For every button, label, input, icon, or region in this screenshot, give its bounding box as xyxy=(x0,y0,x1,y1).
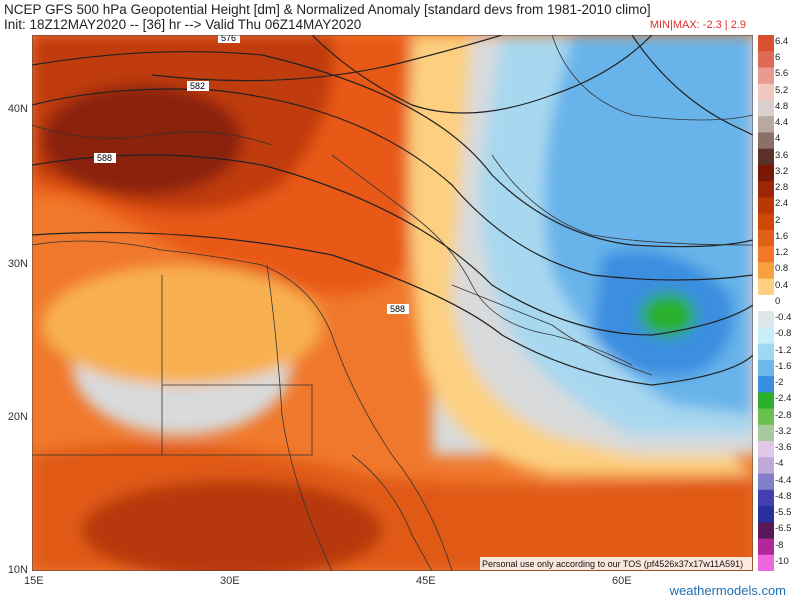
colorbar-label: 4 xyxy=(775,133,781,145)
anomaly-yellow-band xyxy=(408,35,753,475)
contour-label: 576 xyxy=(221,35,236,43)
colorbar-label: 5.2 xyxy=(775,84,789,96)
lon-label: 45E xyxy=(416,575,436,587)
colorbar-swatch xyxy=(758,132,774,150)
colorbar-label: 3.2 xyxy=(775,165,789,177)
colorbar-label: 2.4 xyxy=(775,198,789,210)
colorbar-label: -2.8 xyxy=(775,409,792,421)
colorbar-label: 0.4 xyxy=(775,279,789,291)
colorbar-swatch xyxy=(758,359,774,377)
colorbar-label: 1.2 xyxy=(775,247,789,259)
colorbar-swatch xyxy=(758,506,774,523)
colorbar-swatch xyxy=(758,278,774,296)
anomaly-positive-max-north xyxy=(42,85,242,195)
min-max-readout: MIN|MAX: -2.3 | 2.9 xyxy=(649,19,746,31)
lat-label: 30N xyxy=(7,258,28,270)
lat-label: 20N xyxy=(7,411,28,423)
colorbar-swatch xyxy=(758,213,774,231)
colorbar-swatch xyxy=(758,181,774,198)
colorbar-swatch xyxy=(758,67,774,85)
lon-label: 15E xyxy=(24,575,44,587)
colorbar-label: 4.8 xyxy=(775,100,789,112)
contour-label-group: 576 582 588 588 xyxy=(94,35,409,314)
colorbar-swatch xyxy=(758,229,774,247)
colorbar-swatch xyxy=(758,473,774,491)
usage-notice: Personal use only according to our TOS (… xyxy=(482,559,743,569)
colorbar-label: -5.5 xyxy=(775,507,792,519)
anomaly-positive-max-south xyxy=(82,480,382,571)
colorbar-swatch xyxy=(758,424,774,442)
lat-label: 10N xyxy=(7,564,28,576)
colorbar-label: -1.6 xyxy=(775,360,792,372)
colorbar-label: 0 xyxy=(775,295,781,307)
colorbar-swatch xyxy=(758,522,774,540)
colorbar-swatch xyxy=(758,35,774,52)
colorbar-swatch xyxy=(758,197,774,215)
colorbar-swatch xyxy=(758,246,774,263)
colorbar-swatch xyxy=(758,99,774,117)
colorbar-label: -2.4 xyxy=(775,393,792,405)
colorbar-swatch xyxy=(758,408,774,426)
colorbar-label: -0.8 xyxy=(775,328,792,340)
colorbar-swatch xyxy=(758,343,774,361)
colorbar-label: -4 xyxy=(775,458,784,470)
anomaly-map: 576 582 588 588 Personal use only accord… xyxy=(32,35,753,571)
contour-label: 582 xyxy=(190,81,205,91)
contour-label: 588 xyxy=(390,304,405,314)
colorbar-label: -8 xyxy=(775,539,784,551)
colorbar-label: -10 xyxy=(775,555,789,567)
colorbar-label: -3.2 xyxy=(775,425,792,437)
colorbar-label: -6.5 xyxy=(775,523,792,535)
colorbar-swatch xyxy=(758,376,774,393)
colorbar-label: 2.8 xyxy=(775,182,789,194)
colorbar-swatch xyxy=(758,441,774,458)
colorbar-label: 5.6 xyxy=(775,68,789,80)
colorbar-label: -1.2 xyxy=(775,344,792,356)
colorbar-swatch xyxy=(758,262,774,280)
colorbar-label: 6.4 xyxy=(775,36,789,47)
colorbar-label: -4.4 xyxy=(775,474,792,486)
contour-label: 588 xyxy=(97,153,112,163)
colorbar-label: 1.6 xyxy=(775,230,789,242)
colorbar-swatch xyxy=(758,538,774,556)
colorbar-swatch xyxy=(758,311,774,328)
anomaly-yellow-sahara xyxy=(42,265,322,385)
colorbar-swatch xyxy=(758,392,774,410)
colorbar-swatch xyxy=(758,294,774,312)
anomaly-negative-core xyxy=(640,293,696,337)
height-contours xyxy=(32,35,753,386)
colorbar-label: -2 xyxy=(775,377,784,389)
lon-label: 30E xyxy=(220,575,240,587)
chart-title: NCEP GFS 500 hPa Geopotential Height [dm… xyxy=(4,2,651,17)
colorbar-label: -0.4 xyxy=(775,312,792,324)
colorbar-swatch xyxy=(758,457,774,475)
colorbar-label: -3.6 xyxy=(775,442,792,454)
site-credit: weathermodels.com xyxy=(669,583,786,598)
colorbar-swatch xyxy=(758,554,774,571)
colorbar-swatch xyxy=(758,327,774,345)
colorbar-swatch xyxy=(758,51,774,68)
colorbar-swatch xyxy=(758,116,774,133)
colorbar-swatch xyxy=(758,489,774,507)
colorbar-label: -4.8 xyxy=(775,490,792,502)
colorbar-swatch xyxy=(758,83,774,101)
colorbar-label: 3.6 xyxy=(775,149,789,161)
init-valid-line: Init: 18Z12MAY2020 -- [36] hr --> Valid … xyxy=(4,17,362,32)
colorbar-swatch xyxy=(758,148,774,166)
colorbar xyxy=(758,35,774,571)
colorbar-swatch xyxy=(758,164,774,182)
colorbar-label: 4.4 xyxy=(775,117,789,129)
lon-label: 60E xyxy=(612,575,632,587)
lat-label: 40N xyxy=(7,103,28,115)
colorbar-label: 6 xyxy=(775,52,781,64)
coastlines xyxy=(32,35,753,571)
colorbar-label: 0.8 xyxy=(775,263,789,275)
colorbar-label: 2 xyxy=(775,214,781,226)
